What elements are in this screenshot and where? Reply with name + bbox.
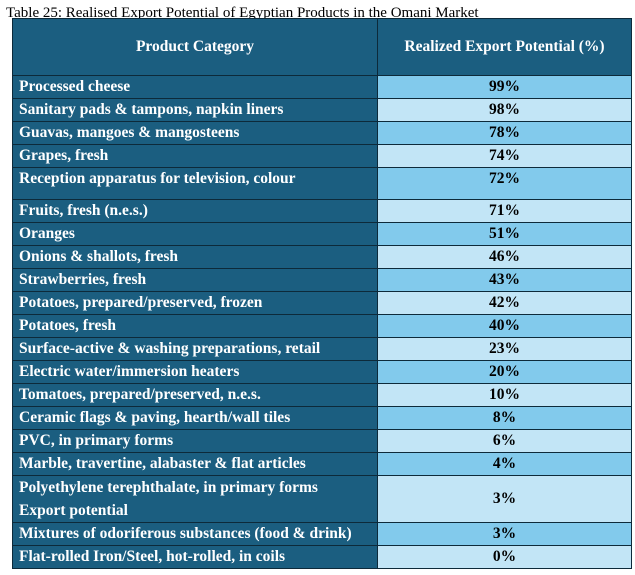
table-row: Strawberries, fresh 43% <box>12 268 632 292</box>
product-category-text: Reception apparatus for television, colo… <box>19 170 296 187</box>
product-category-cell: Polyethylene terephthalate, in primary f… <box>12 475 378 523</box>
export-potential-value: 40% <box>377 314 632 338</box>
product-category-text: Electric water/immersion heaters <box>19 363 240 380</box>
product-category-cell: Oranges <box>12 222 378 246</box>
product-category-text: Fruits, fresh (n.e.s.) <box>19 202 148 219</box>
export-potential-value: 51% <box>377 222 632 246</box>
export-potential-value: 98% <box>377 98 632 122</box>
export-potential-value: 6% <box>377 429 632 453</box>
table-row: PVC, in primary forms 6% <box>12 429 632 453</box>
export-potential-value: 10% <box>377 383 632 407</box>
product-category-cell: Electric water/immersion heaters <box>12 360 378 384</box>
product-category-text: Grapes, fresh <box>19 147 109 164</box>
table-row: Surface-active & washing preparations, r… <box>12 337 632 361</box>
table-row: Marble, travertine, alabaster & flat art… <box>12 452 632 476</box>
table-row: Potatoes, fresh 40% <box>12 314 632 338</box>
product-category-cell: Potatoes, prepared/preserved, frozen <box>12 291 378 315</box>
product-category-text-line2: Export potential <box>19 502 128 519</box>
product-category-text: Surface-active & washing preparations, r… <box>19 340 321 357</box>
table-row: Mixtures of odoriferous substances (food… <box>12 522 632 546</box>
product-category-cell: Potatoes, fresh <box>12 314 378 338</box>
table-row: Processed cheese 99% <box>12 75 632 99</box>
product-category-cell: Grapes, fresh <box>12 144 378 168</box>
export-potential-table: Product Category Realized Export Potenti… <box>12 18 632 569</box>
product-category-text: Flat-rolled Iron/Steel, hot-rolled, in c… <box>19 548 286 565</box>
table-row: Oranges 51% <box>12 222 632 246</box>
export-potential-value: 0% <box>377 545 632 569</box>
table-row: Tomatoes, prepared/preserved, n.e.s. 10% <box>12 383 632 407</box>
table-row: Ceramic flags & paving, hearth/wall tile… <box>12 406 632 430</box>
table-caption: Table 25: Realised Export Potential of E… <box>6 5 479 21</box>
export-potential-value: 42% <box>377 291 632 315</box>
export-potential-value: 78% <box>377 121 632 145</box>
table-row: Fruits, fresh (n.e.s.) 71% <box>12 199 632 223</box>
product-category-text: Potatoes, fresh <box>19 317 116 334</box>
header-export-potential: Realized Export Potential (%) <box>377 18 632 76</box>
product-category-text: Guavas, mangoes & mangosteens <box>19 124 240 141</box>
product-category-text: Potatoes, prepared/preserved, frozen <box>19 294 263 311</box>
table-row: Electric water/immersion heaters 20% <box>12 360 632 384</box>
product-category-text: Polyethylene terephthalate, in primary f… <box>19 479 318 496</box>
header-product-category: Product Category <box>12 18 378 76</box>
product-category-text: Processed cheese <box>19 78 131 95</box>
product-category-cell: Tomatoes, prepared/preserved, n.e.s. <box>12 383 378 407</box>
product-category-text: Sanitary pads & tampons, napkin liners <box>19 101 284 118</box>
export-potential-value: 43% <box>377 268 632 292</box>
product-category-cell: PVC, in primary forms <box>12 429 378 453</box>
table-row: Reception apparatus for television, colo… <box>12 167 632 200</box>
export-potential-value: 46% <box>377 245 632 269</box>
product-category-cell: Processed cheese <box>12 75 378 99</box>
table-row: Grapes, fresh 74% <box>12 144 632 168</box>
product-category-text: Marble, travertine, alabaster & flat art… <box>19 455 306 472</box>
product-category-text: Strawberries, fresh <box>19 271 147 288</box>
export-potential-value: 74% <box>377 144 632 168</box>
product-category-cell: Surface-active & washing preparations, r… <box>12 337 378 361</box>
product-category-cell: Onions & shallots, fresh <box>12 245 378 269</box>
product-category-text: Onions & shallots, fresh <box>19 248 179 265</box>
product-category-text: Tomatoes, prepared/preserved, n.e.s. <box>19 386 261 403</box>
product-category-cell: Mixtures of odoriferous substances (food… <box>12 522 378 546</box>
table-row: Guavas, mangoes & mangosteens 78% <box>12 121 632 145</box>
export-potential-value: 72% <box>377 167 632 200</box>
product-category-cell: Guavas, mangoes & mangosteens <box>12 121 378 145</box>
product-category-cell: Reception apparatus for television, colo… <box>12 167 378 200</box>
export-potential-value: 4% <box>377 452 632 476</box>
product-category-cell: Marble, travertine, alabaster & flat art… <box>12 452 378 476</box>
table-row: Flat-rolled Iron/Steel, hot-rolled, in c… <box>12 545 632 569</box>
export-potential-value: 71% <box>377 199 632 223</box>
table-row: Potatoes, prepared/preserved, frozen 42% <box>12 291 632 315</box>
export-potential-value: 3% <box>377 522 632 546</box>
product-category-cell: Fruits, fresh (n.e.s.) <box>12 199 378 223</box>
product-category-cell: Flat-rolled Iron/Steel, hot-rolled, in c… <box>12 545 378 569</box>
export-potential-value: 3% <box>377 475 632 523</box>
product-category-text: Oranges <box>19 225 75 242</box>
export-potential-value: 23% <box>377 337 632 361</box>
product-category-cell: Ceramic flags & paving, hearth/wall tile… <box>12 406 378 430</box>
product-category-cell: Strawberries, fresh <box>12 268 378 292</box>
export-potential-value: 8% <box>377 406 632 430</box>
table-row: Sanitary pads & tampons, napkin liners 98… <box>12 98 632 122</box>
product-category-text: Ceramic flags & paving, hearth/wall tile… <box>19 409 291 426</box>
table-row: Onions & shallots, fresh 46% <box>12 245 632 269</box>
table-row: Polyethylene terephthalate, in primary f… <box>12 475 632 523</box>
export-potential-value: 20% <box>377 360 632 384</box>
product-category-text: Mixtures of odoriferous substances (food… <box>19 525 352 542</box>
header-row: Product Category Realized Export Potenti… <box>12 18 632 76</box>
product-category-text: PVC, in primary forms <box>19 432 174 449</box>
product-category-cell: Sanitary pads & tampons, napkin liners <box>12 98 378 122</box>
export-potential-value: 99% <box>377 75 632 99</box>
